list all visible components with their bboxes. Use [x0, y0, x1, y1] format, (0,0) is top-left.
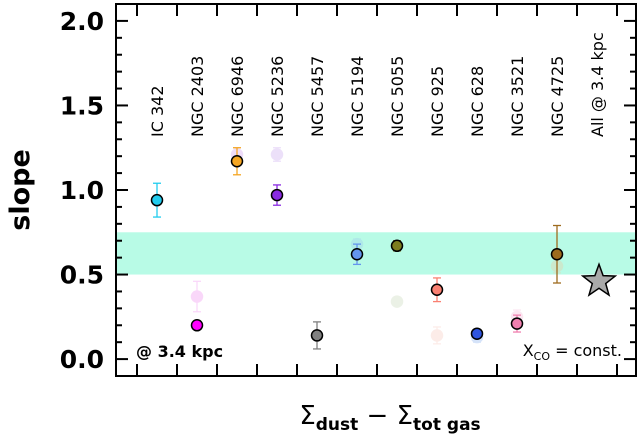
category-label: NGC 5236	[268, 56, 287, 137]
x-label-sigma-1: Σ	[299, 401, 315, 431]
x-label-minus: −	[358, 401, 396, 431]
data-point	[350, 243, 364, 266]
data-point	[550, 224, 564, 284]
category-label: NGC 6946	[228, 56, 247, 137]
point-marker	[510, 317, 524, 330]
x-label-sub-dust: dust	[316, 415, 359, 435]
data-point	[510, 314, 524, 333]
category-label: NGC 5055	[388, 56, 407, 137]
data-point	[190, 319, 204, 332]
category-label: NGC 4725	[548, 56, 567, 137]
point-marker	[190, 290, 204, 303]
category-label: All @ 3.4 kpc	[588, 32, 607, 137]
data-point-faded	[390, 295, 404, 308]
x-axis-label: Σdust − Σtot gas	[299, 401, 480, 435]
data-point	[430, 277, 444, 303]
point-marker	[390, 239, 404, 253]
labels-layer: 0.0 0.5 1.0 1.5 2.0 IC 342 NGC 2403 NGC 6946 NGC…	[60, 7, 607, 374]
x-label-sub-totgas: tot gas	[413, 415, 481, 435]
point-marker	[150, 193, 164, 207]
marks-layer	[150, 147, 618, 350]
point-marker	[230, 155, 244, 168]
data-point-faded	[270, 147, 284, 162]
category-label: IC 342	[148, 85, 167, 137]
category-label: NGC 5194	[348, 56, 367, 137]
point-marker	[190, 319, 204, 332]
category-label: NGC 628	[468, 66, 487, 137]
annotation-resolution: @ 3.4 kpc	[136, 342, 223, 361]
y-tick-label: 0.5	[60, 261, 104, 290]
data-point	[230, 147, 244, 176]
data-point	[270, 184, 284, 206]
point-marker	[310, 329, 324, 342]
ticks-layer	[116, 4, 636, 376]
point-marker	[430, 329, 444, 342]
y-axis-label: slope	[5, 149, 36, 231]
category-label: NGC 3521	[508, 56, 527, 137]
data-point	[390, 239, 404, 253]
data-point	[470, 327, 484, 340]
annotation-xco-sub: CO	[534, 350, 551, 363]
category-label: NGC 2403	[188, 56, 207, 137]
annotation-xco-rest: = const.	[550, 341, 622, 360]
point-marker	[550, 248, 564, 261]
data-point	[150, 182, 164, 218]
data-point	[310, 321, 324, 350]
y-tick-label: 2.0	[60, 7, 104, 36]
all-star-marker	[580, 262, 618, 297]
point-marker	[470, 327, 484, 340]
y-tick-label: 1.0	[60, 176, 104, 205]
y-tick-label: 0.0	[60, 345, 104, 374]
point-marker	[270, 148, 284, 161]
data-point-faded	[430, 326, 444, 345]
x-label-sigma-2: Σ	[397, 401, 413, 431]
reference-band	[116, 232, 636, 275]
point-marker	[350, 248, 364, 261]
point-marker	[390, 295, 404, 308]
category-label: NGC 5457	[308, 56, 327, 137]
annotation-xco-base: X	[523, 341, 534, 360]
category-label: NGC 925	[428, 66, 447, 137]
data-point-faded	[190, 280, 204, 313]
point-marker	[430, 283, 444, 297]
point-marker	[270, 188, 284, 202]
y-tick-label: 1.5	[60, 91, 104, 120]
band-layer	[116, 232, 636, 275]
annotation-xco: XCO = const.	[523, 341, 622, 363]
